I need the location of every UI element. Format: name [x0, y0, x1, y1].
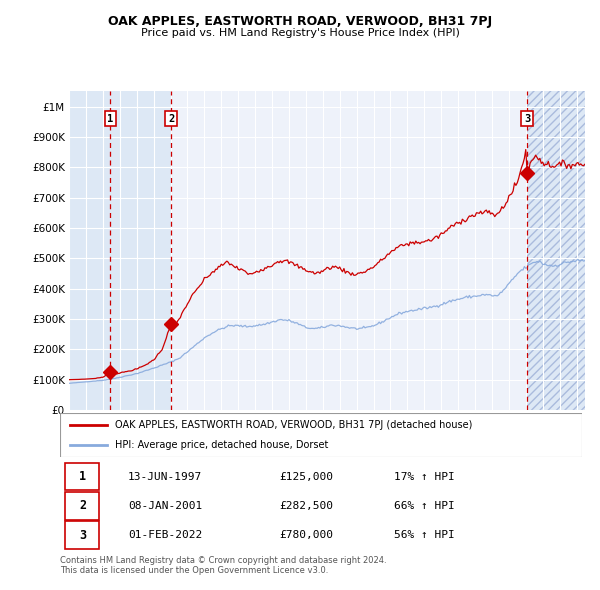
- Text: 17% ↑ HPI: 17% ↑ HPI: [394, 471, 455, 481]
- Text: 08-JAN-2001: 08-JAN-2001: [128, 501, 202, 511]
- Text: 13-JUN-1997: 13-JUN-1997: [128, 471, 202, 481]
- Bar: [69, 91, 110, 410]
- Text: £780,000: £780,000: [279, 530, 333, 540]
- Text: 2: 2: [168, 113, 174, 123]
- Text: 66% ↑ HPI: 66% ↑ HPI: [394, 501, 455, 511]
- Text: £125,000: £125,000: [279, 471, 333, 481]
- Text: 2: 2: [79, 499, 86, 513]
- FancyBboxPatch shape: [65, 522, 99, 549]
- Bar: [527, 91, 585, 410]
- Text: Contains HM Land Registry data © Crown copyright and database right 2024.
This d: Contains HM Land Registry data © Crown c…: [60, 556, 386, 575]
- Text: OAK APPLES, EASTWORTH ROAD, VERWOOD, BH31 7PJ: OAK APPLES, EASTWORTH ROAD, VERWOOD, BH3…: [108, 15, 492, 28]
- Text: 3: 3: [524, 113, 530, 123]
- Bar: [110, 91, 171, 410]
- Text: 1: 1: [107, 113, 113, 123]
- FancyBboxPatch shape: [65, 492, 99, 520]
- Text: OAK APPLES, EASTWORTH ROAD, VERWOOD, BH31 7PJ (detached house): OAK APPLES, EASTWORTH ROAD, VERWOOD, BH3…: [115, 420, 472, 430]
- Text: 56% ↑ HPI: 56% ↑ HPI: [394, 530, 455, 540]
- Text: 3: 3: [79, 529, 86, 542]
- Text: 01-FEB-2022: 01-FEB-2022: [128, 530, 202, 540]
- FancyBboxPatch shape: [65, 463, 99, 490]
- Bar: [527, 91, 585, 410]
- Text: HPI: Average price, detached house, Dorset: HPI: Average price, detached house, Dors…: [115, 440, 328, 450]
- Text: 1: 1: [79, 470, 86, 483]
- Text: £282,500: £282,500: [279, 501, 333, 511]
- Text: Price paid vs. HM Land Registry's House Price Index (HPI): Price paid vs. HM Land Registry's House …: [140, 28, 460, 38]
